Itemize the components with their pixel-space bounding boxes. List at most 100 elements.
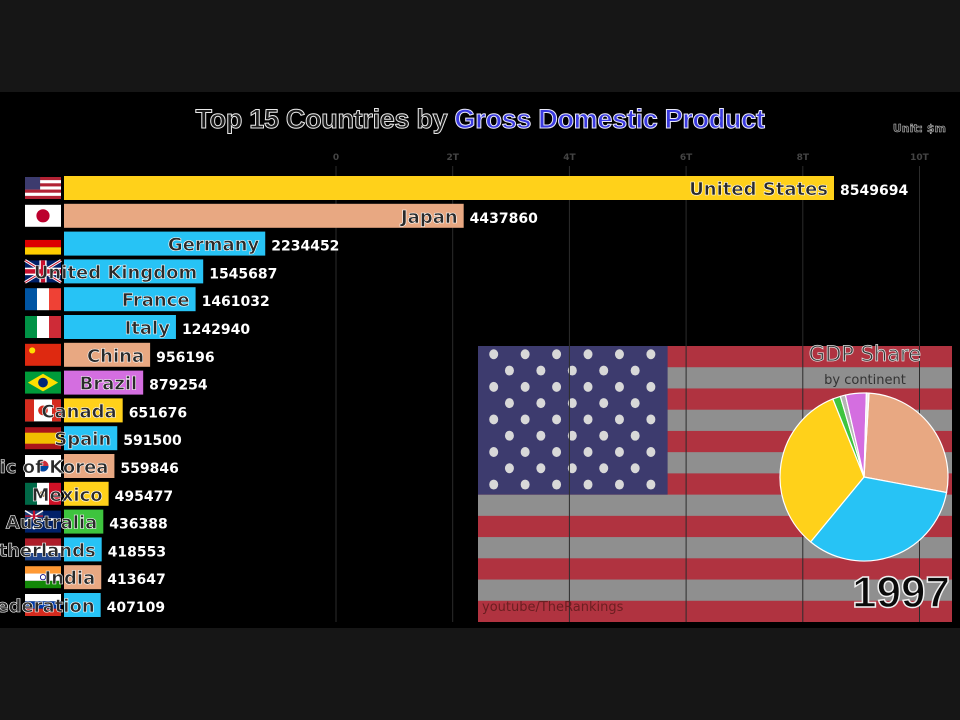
bar [64,593,101,617]
bar-label: Germany [168,235,260,256]
flag-star [504,398,514,409]
flag-star [552,349,562,360]
bar-value: 495477 [115,489,173,505]
flag-star [520,414,530,425]
flag-star [536,398,546,409]
bar [64,176,834,200]
flag-star [599,430,609,441]
flag-star [520,381,530,392]
bar-row: Mexico 495477 [25,481,173,506]
bar-row: Netherlands 418553 [0,537,166,562]
x-tick-label: 2T [446,153,459,163]
flag-br-icon [25,371,61,394]
bar-label: United States [689,179,828,200]
bar-value: 559846 [120,461,178,477]
bar-label: Japan [399,207,458,228]
bar-label: United Kingdom [34,262,197,283]
flag-star [646,479,656,490]
bar-row: India 413647 [25,565,166,590]
bar-row: United Kingdom 1545687 [24,259,277,284]
flag-star [520,349,530,360]
bar-value: 436388 [109,517,167,533]
bar-value: 413647 [107,572,165,588]
flag-star [630,365,640,376]
flag-star [552,479,562,490]
flag-ru-icon [25,594,61,616]
flag-de-icon [25,232,61,255]
bar-row: United States 8549694 [25,176,908,200]
flag-star [646,447,656,457]
bar-label: Brazil [80,374,138,395]
bar-value: 651676 [129,405,187,421]
flag-it-icon [25,316,61,338]
bar-row: Republic of Korea 559846 [0,454,179,478]
flag-star [614,479,624,490]
bar-row: Italy 1242940 [25,315,250,339]
flag-star [646,349,656,360]
chart-panel: Top 15 Countries by Gross Domestic Produ… [0,92,960,628]
bar-value: 4437860 [470,211,538,227]
title-highlight: Gross Domestic Product [454,104,765,135]
flag-cn-icon [25,343,61,366]
flag-star [614,381,624,392]
bar-label: Australia [6,513,98,534]
flag-star [583,414,593,425]
pie-slice [809,476,948,562]
pie-subtitle: by continent [824,373,906,388]
unit-label: Unit: $m [892,122,947,136]
flag-gb-icon [24,259,62,284]
flag-star [646,414,656,425]
bar-label: Russian Federation [0,596,95,617]
flag-star [520,447,530,457]
year-label: 1997 [851,567,950,618]
flag-star [583,349,593,360]
flag-star [520,479,530,490]
flag-star [599,398,609,409]
flag-star [504,365,514,376]
bar [64,454,115,478]
bar-value: 2234452 [271,239,339,255]
bar [64,287,196,312]
flag-star [646,381,656,392]
bar-label: India [45,568,96,589]
flag-star [489,447,499,457]
flag-star [599,365,609,376]
bar [64,342,151,367]
bar [64,231,266,256]
pie-slice [863,392,870,478]
flag-star [489,414,499,425]
chart-title: Top 15 Countries by Gross Domestic Produ… [0,104,960,135]
flag-star [583,447,593,457]
pie-title: GDP Share [808,342,922,367]
bar-label: Spain [54,429,111,450]
flag-star [567,463,577,474]
flag-nl-icon [25,538,61,561]
pie-slice [863,392,949,494]
flag-star [614,414,624,425]
bar [64,481,109,506]
bar-label: Republic of Korea [0,457,108,478]
bar-value: 1242940 [182,322,250,338]
flag-star [567,398,577,409]
bar [64,509,104,534]
flag-star [630,398,640,409]
bar [64,537,102,562]
bar-value: 8549694 [840,183,908,199]
flag-au-icon [24,509,61,533]
bar-value: 591500 [123,433,182,449]
flag-star [567,365,577,376]
x-tick-label: 8T [797,153,810,163]
bar-chart: 0 2T 4T 6T 8T 10T United States 8549694 Japan 443… [0,153,930,622]
bar-row: Spain 591500 [25,426,182,451]
flag-star [614,447,624,457]
bar [64,398,123,423]
flag-star [504,430,514,441]
bar-row: Russian Federation 407109 [0,593,165,617]
flag-mx-icon [25,482,61,505]
bar-value: 1545687 [209,266,277,282]
bar-row: Germany 2234452 [25,231,339,256]
flag-star [489,381,499,392]
flag-star [630,430,640,441]
flag-star [552,447,562,457]
flag-star [567,430,577,441]
